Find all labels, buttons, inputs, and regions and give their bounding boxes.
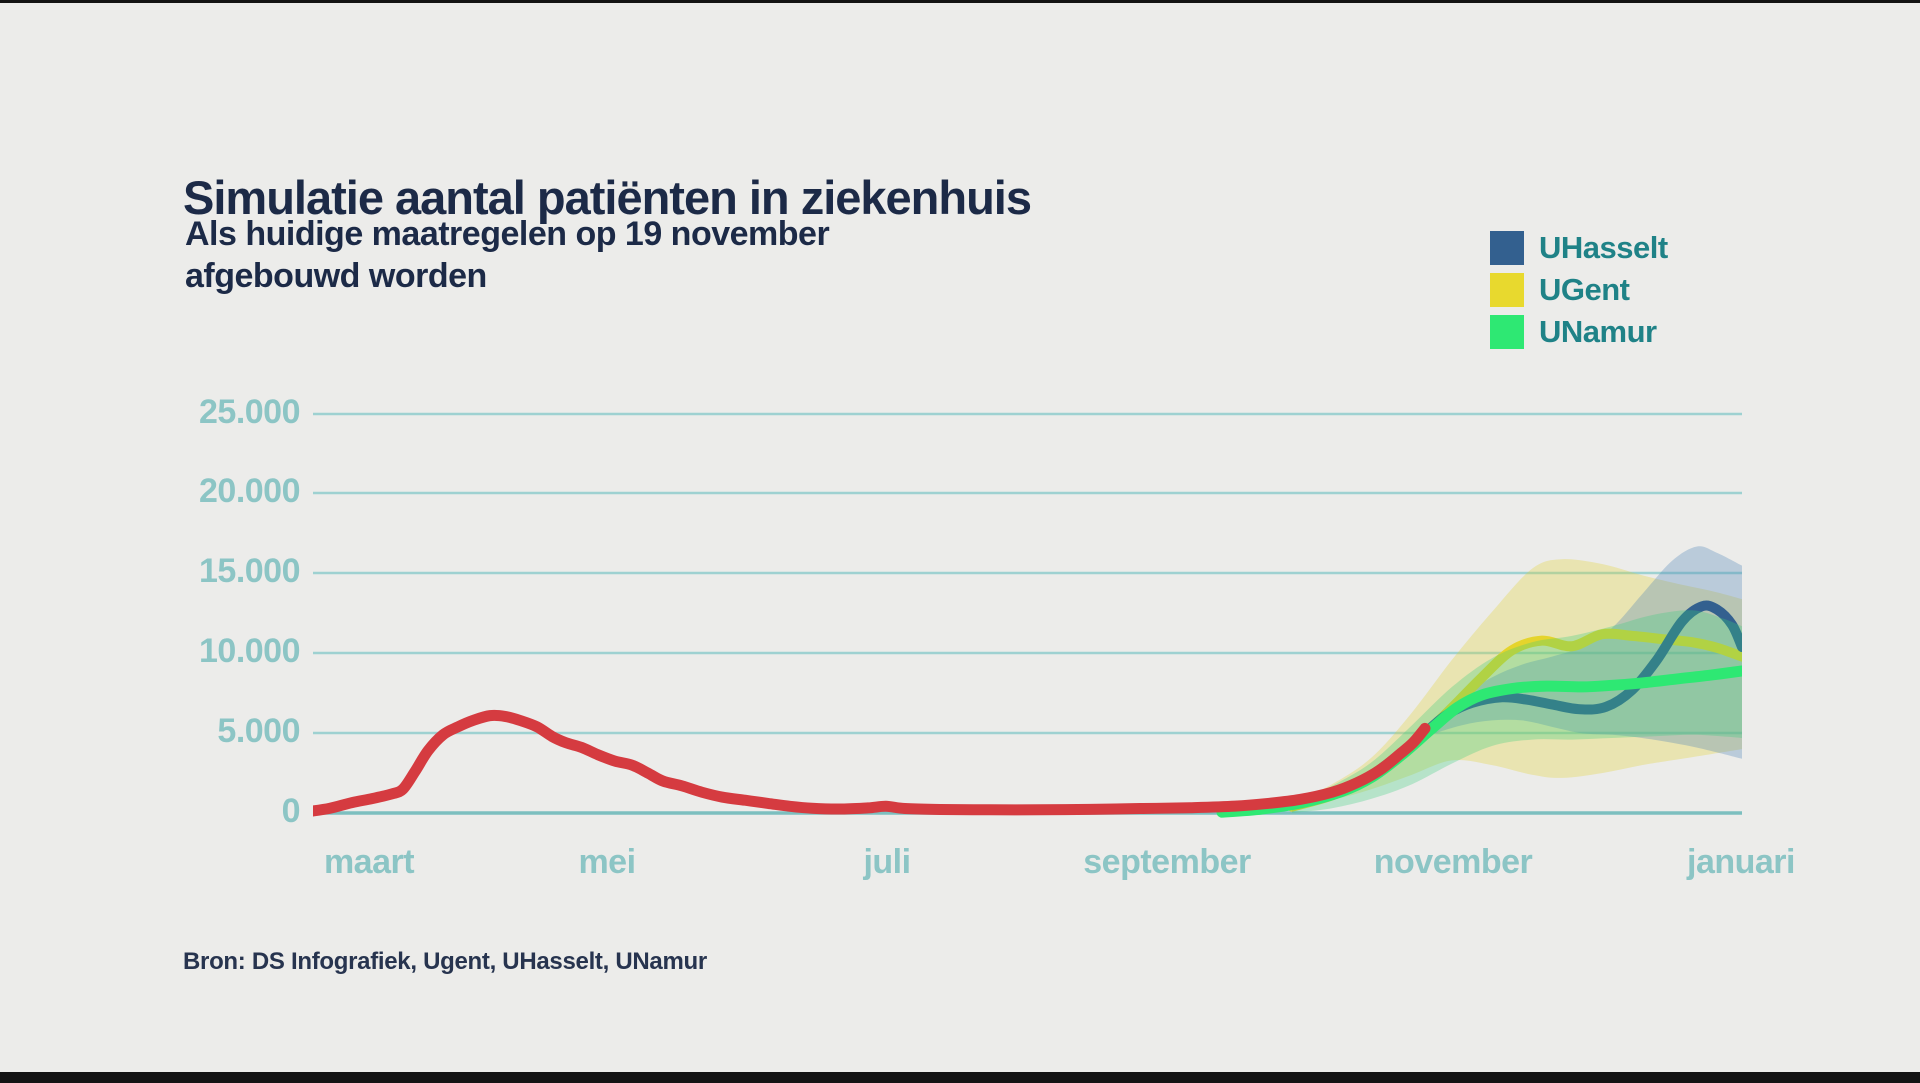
y-tick-15000: 15.000 xyxy=(199,551,301,590)
x-tick-maart: maart xyxy=(323,843,415,881)
y-axis-labels: 25.000 20.000 15.000 10.000 5.000 0 xyxy=(130,3,301,903)
legend-item: UGent xyxy=(1490,269,1668,311)
bottom-frame-bar xyxy=(0,1072,1920,1080)
x-tick-november: november xyxy=(1373,843,1533,881)
y-tick-0: 0 xyxy=(281,791,301,830)
legend-item: UNamur xyxy=(1490,311,1668,353)
plot-layers xyxy=(313,546,1742,818)
legend-label: UGent xyxy=(1539,272,1630,307)
legend-label: UHasselt xyxy=(1539,230,1668,265)
page-title: Simulatie aantal patiënten in ziekenhuis xyxy=(183,171,1032,225)
legend-label: UNamur xyxy=(1539,314,1657,349)
y-tick-25000: 25.000 xyxy=(199,392,301,431)
legend-item: UHasselt xyxy=(1490,227,1668,269)
y-tick-20000: 20.000 xyxy=(199,471,301,510)
legend-swatch xyxy=(1490,231,1524,265)
subtitle-line-1: Als huidige maatregelen op 19 november xyxy=(185,215,830,253)
legend: UHasselt UGent UNamur xyxy=(1490,227,1668,353)
y-tick-10000: 10.000 xyxy=(199,631,301,670)
x-axis-labels: maart mei juli september november januari xyxy=(0,3,1920,903)
legend-swatch xyxy=(1490,315,1524,349)
series-line-waargenomen xyxy=(313,709,1431,817)
x-tick-januari: januari xyxy=(1687,843,1795,881)
y-tick-5000: 5.000 xyxy=(217,711,300,750)
source-credit: Bron: DS Infografiek, Ugent, UHasselt, U… xyxy=(183,948,707,975)
top-frame-bar xyxy=(0,0,1920,3)
simulation-chart xyxy=(313,412,1742,818)
legend-swatch xyxy=(1490,273,1524,307)
x-tick-juli: juli xyxy=(863,843,911,881)
subtitle-line-2: afgebouwd worden xyxy=(185,257,487,295)
x-tick-september: september xyxy=(1083,843,1251,881)
unamur-band xyxy=(1292,610,1742,813)
x-tick-mei: mei xyxy=(578,843,636,881)
uhasselt-band xyxy=(1430,546,1742,759)
infographic-canvas: Simulatie aantal patiënten in ziekenhuis… xyxy=(0,3,1920,1072)
chart-subtitle: Als huidige maatregelen op 19 november a… xyxy=(185,213,830,297)
